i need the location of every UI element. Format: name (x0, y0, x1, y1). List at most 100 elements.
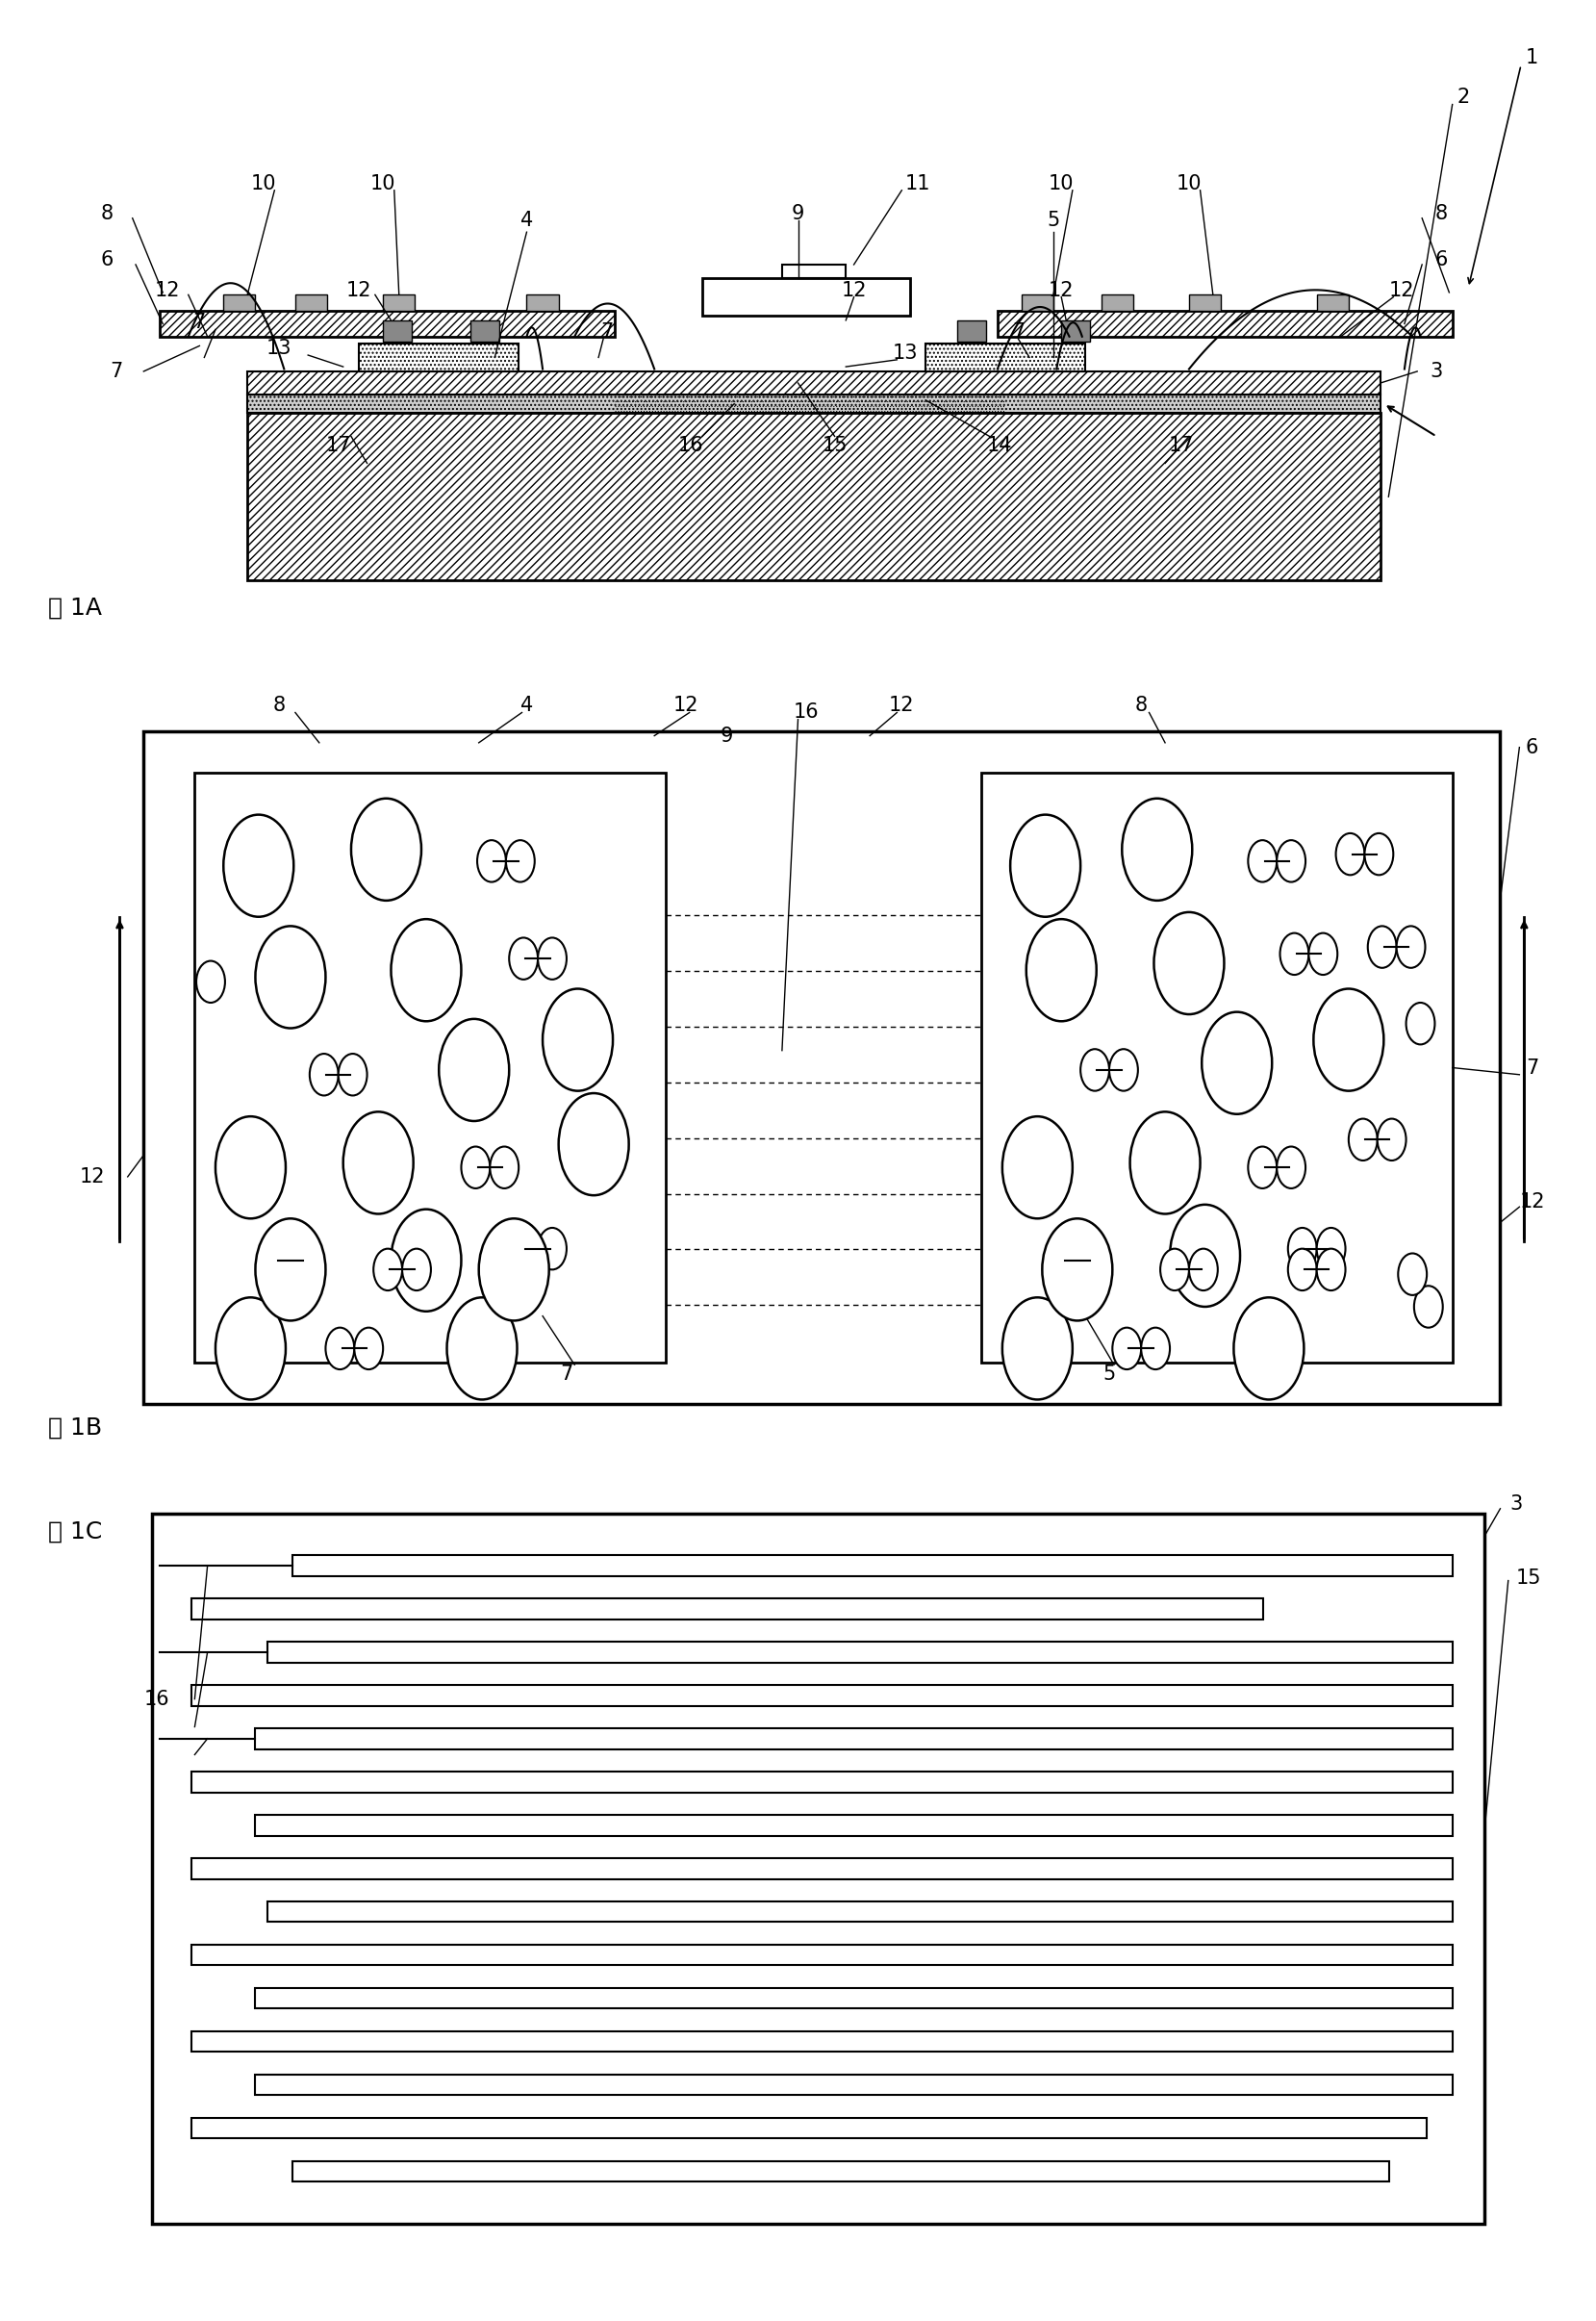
Circle shape (1277, 840, 1306, 882)
Text: 12: 12 (1389, 281, 1414, 299)
Text: 9: 9 (720, 726, 733, 745)
Text: 16: 16 (793, 703, 819, 722)
Text: 8: 8 (101, 204, 113, 223)
Bar (192, 1945, 1452, 1966)
Bar (255, 1729, 1452, 1750)
Bar (982, 773, 1452, 1362)
Circle shape (509, 1228, 538, 1270)
Bar (1189, 295, 1221, 311)
Circle shape (351, 798, 421, 901)
Bar (292, 1555, 1452, 1576)
Circle shape (477, 840, 506, 882)
Circle shape (196, 961, 225, 1003)
Circle shape (255, 1219, 326, 1321)
Bar (1061, 320, 1090, 341)
Circle shape (338, 1054, 367, 1096)
Circle shape (439, 1019, 509, 1121)
Text: 10: 10 (1176, 174, 1202, 193)
Bar (926, 344, 1085, 371)
Text: 8: 8 (1435, 204, 1448, 223)
Bar (383, 295, 415, 311)
Text: 12: 12 (1519, 1193, 1545, 1212)
Text: 2: 2 (1457, 88, 1470, 107)
Text: 图 1A: 图 1A (48, 596, 102, 620)
Circle shape (1414, 1286, 1443, 1328)
Bar (192, 1599, 1264, 1620)
Bar (247, 371, 1381, 395)
Circle shape (447, 1297, 517, 1400)
Bar (998, 311, 1452, 337)
Bar (383, 320, 412, 341)
Circle shape (1317, 1249, 1345, 1290)
Text: 6: 6 (101, 251, 113, 269)
Circle shape (1122, 798, 1192, 901)
Text: 5: 5 (1103, 1365, 1116, 1383)
Circle shape (1396, 926, 1425, 968)
Circle shape (1398, 1253, 1427, 1295)
Text: 8: 8 (273, 696, 286, 715)
Bar (247, 395, 1381, 413)
Bar (192, 1857, 1452, 1880)
Bar (152, 1513, 1484, 2224)
Text: 12: 12 (346, 281, 372, 299)
Circle shape (1154, 912, 1224, 1014)
Circle shape (1248, 840, 1277, 882)
Text: 6: 6 (1526, 738, 1539, 757)
Bar (527, 295, 559, 311)
Circle shape (543, 989, 613, 1091)
Circle shape (1202, 1012, 1272, 1114)
Circle shape (1314, 989, 1384, 1091)
Circle shape (402, 1249, 431, 1290)
Circle shape (326, 1328, 354, 1369)
Text: 9: 9 (792, 204, 804, 223)
Text: 12: 12 (674, 696, 699, 715)
Circle shape (255, 926, 326, 1028)
Text: 3: 3 (1430, 362, 1443, 381)
Bar (958, 320, 986, 341)
Circle shape (343, 1112, 413, 1214)
Circle shape (1377, 1119, 1406, 1160)
Bar (255, 2075, 1452, 2096)
Text: 1: 1 (1526, 49, 1539, 67)
Text: 7: 7 (193, 313, 206, 332)
Text: 4: 4 (520, 211, 533, 230)
Text: 16: 16 (144, 1690, 169, 1708)
Text: 7: 7 (600, 323, 613, 341)
Text: 15: 15 (822, 436, 847, 455)
Bar (1021, 295, 1053, 311)
Text: 14: 14 (986, 436, 1012, 455)
Circle shape (1109, 1049, 1138, 1091)
Circle shape (1141, 1328, 1170, 1369)
Text: 7: 7 (1012, 323, 1025, 341)
Text: 13: 13 (892, 344, 918, 362)
Circle shape (1077, 1239, 1106, 1281)
Bar (295, 295, 327, 311)
Circle shape (1010, 815, 1080, 917)
Circle shape (1234, 1297, 1304, 1400)
Bar (255, 1987, 1452, 2008)
Circle shape (509, 938, 538, 979)
Circle shape (559, 1093, 629, 1195)
Bar (1317, 295, 1349, 311)
Circle shape (1309, 933, 1337, 975)
Circle shape (1160, 1249, 1189, 1290)
Bar (359, 344, 519, 371)
Text: 12: 12 (889, 696, 915, 715)
Text: 10: 10 (370, 174, 396, 193)
Circle shape (391, 1209, 461, 1311)
Text: 5: 5 (1047, 211, 1060, 230)
Circle shape (1288, 1249, 1317, 1290)
Bar (144, 731, 1500, 1404)
Text: 图 1C: 图 1C (48, 1520, 102, 1543)
Circle shape (1170, 1205, 1240, 1307)
Circle shape (1248, 1147, 1277, 1188)
Circle shape (1189, 1249, 1218, 1290)
Circle shape (506, 840, 535, 882)
Text: 10: 10 (1049, 174, 1074, 193)
Circle shape (461, 1147, 490, 1188)
Circle shape (1317, 1228, 1345, 1270)
Text: 12: 12 (1049, 281, 1074, 299)
Text: 7: 7 (1526, 1058, 1539, 1077)
Bar (223, 295, 255, 311)
Circle shape (373, 1249, 402, 1290)
